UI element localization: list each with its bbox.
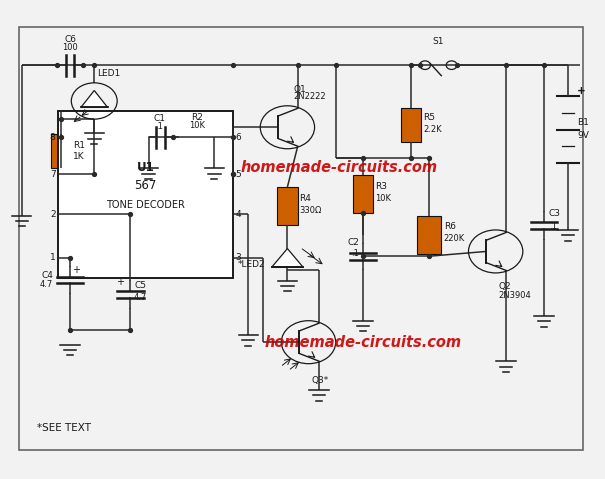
Text: homemade-circuits.com: homemade-circuits.com: [240, 160, 437, 175]
Bar: [417, 216, 441, 254]
Polygon shape: [81, 91, 108, 107]
Text: 5: 5: [235, 170, 241, 179]
Text: LED1: LED1: [97, 69, 120, 78]
Text: .1: .1: [155, 122, 163, 131]
Text: R4: R4: [299, 194, 312, 204]
Text: 8: 8: [50, 133, 56, 142]
Text: 10K: 10K: [375, 194, 391, 204]
Text: 6: 6: [235, 133, 241, 142]
Text: C4: C4: [41, 271, 53, 280]
Text: .1: .1: [352, 249, 359, 258]
Text: 3: 3: [235, 253, 241, 262]
Text: +: +: [72, 264, 80, 274]
Text: U1: U1: [137, 161, 154, 174]
Polygon shape: [272, 249, 303, 267]
Text: R2: R2: [191, 113, 203, 122]
Text: S1: S1: [433, 37, 444, 46]
Text: Q3*: Q3*: [312, 376, 329, 385]
Text: 2N2222: 2N2222: [293, 92, 326, 101]
Text: 4.7: 4.7: [40, 280, 53, 289]
Text: C5: C5: [134, 281, 146, 290]
Text: 10K: 10K: [189, 121, 205, 130]
Text: C3: C3: [549, 209, 561, 218]
Bar: [51, 134, 71, 168]
Text: C6: C6: [64, 34, 76, 44]
Text: *LED2: *LED2: [238, 260, 266, 269]
Text: +: +: [116, 277, 123, 287]
Text: R6: R6: [443, 222, 456, 230]
Text: TONE DECODER: TONE DECODER: [106, 200, 185, 210]
Text: R3: R3: [375, 182, 387, 192]
Text: 1K: 1K: [73, 152, 85, 161]
Text: +: +: [577, 86, 586, 96]
Text: 567: 567: [134, 179, 157, 192]
Text: 220K: 220K: [443, 234, 465, 243]
Bar: [19, 27, 583, 450]
Text: R1: R1: [73, 141, 85, 150]
Text: C2: C2: [347, 239, 359, 247]
Text: 100: 100: [62, 43, 78, 52]
Text: R5: R5: [424, 113, 435, 122]
Text: 2: 2: [50, 210, 56, 219]
Text: 2N3904: 2N3904: [499, 291, 531, 300]
Text: Q1: Q1: [293, 85, 306, 94]
Bar: [353, 175, 373, 213]
Text: 2.2K: 2.2K: [424, 125, 442, 134]
Text: Q2: Q2: [499, 283, 511, 292]
Text: C1: C1: [154, 114, 165, 123]
Text: *SEE TEXT: *SEE TEXT: [37, 423, 91, 433]
Text: .1: .1: [549, 222, 557, 230]
Text: homemade-circuits.com: homemade-circuits.com: [264, 335, 462, 350]
Text: 9V: 9V: [577, 131, 589, 140]
Bar: [179, 128, 214, 147]
Text: 330Ω: 330Ω: [299, 206, 322, 216]
Text: 1: 1: [50, 253, 56, 262]
Bar: [401, 108, 422, 142]
Text: 4.7: 4.7: [134, 293, 148, 302]
Text: 4: 4: [235, 210, 241, 219]
Bar: [58, 111, 233, 278]
Text: B1: B1: [577, 118, 589, 127]
Bar: [277, 187, 298, 225]
Text: 7: 7: [50, 170, 56, 179]
